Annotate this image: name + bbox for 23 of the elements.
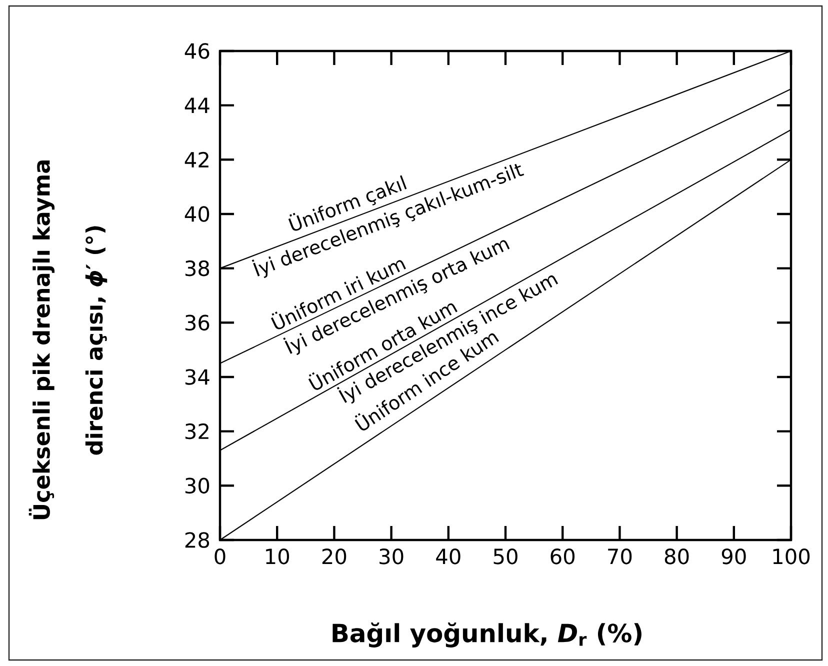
y-tick-label: 28 bbox=[185, 532, 210, 548]
x-axis-title: Bağıl yoğunluk, D$_{r}$ (%) bbox=[332, 622, 642, 648]
x-tick-label: 0 bbox=[214, 548, 226, 564]
x-tick-label: 70 bbox=[608, 548, 632, 564]
x-tick-label: 40 bbox=[436, 548, 460, 564]
x-tick-label: 90 bbox=[722, 548, 746, 564]
y-tick-label: 34 bbox=[185, 369, 210, 385]
y-tick-label: 32 bbox=[185, 423, 208, 440]
x-tick-label: 80 bbox=[664, 548, 689, 564]
y-tick-label: 38 bbox=[185, 260, 210, 276]
x-tick-label: 10 bbox=[266, 548, 290, 564]
x-tick-label: 50 bbox=[494, 548, 518, 564]
y-tick-label: 30 bbox=[185, 478, 210, 494]
y-tick-label: 44 bbox=[184, 98, 210, 113]
y-tick-label: 40 bbox=[184, 206, 210, 222]
x-tick-label: 20 bbox=[322, 548, 346, 564]
x-tick-label: 60 bbox=[550, 548, 575, 564]
x-tick-label: 100 bbox=[773, 548, 810, 564]
text: Üçeksenli pik drenajlı kayma direnci açısı, ϕ′ (°) bbox=[28, 160, 108, 520]
y-tick-label: 36 bbox=[185, 314, 210, 331]
x-tick-label: 30 bbox=[380, 548, 404, 564]
y-tick-label: 46 bbox=[184, 43, 210, 59]
y-tick-label: 42 bbox=[184, 152, 208, 168]
